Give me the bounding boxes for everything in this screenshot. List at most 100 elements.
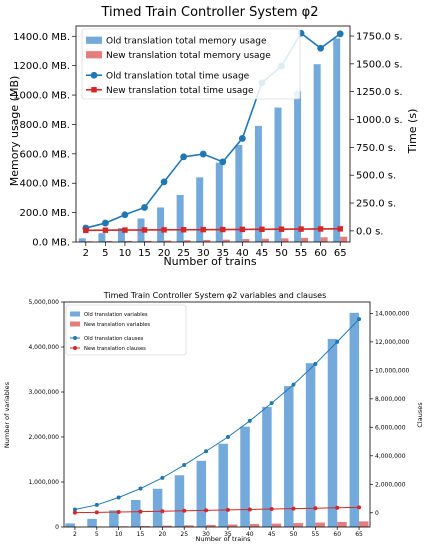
chart2-point-new bbox=[72, 510, 77, 515]
chart2-point-new bbox=[160, 509, 165, 514]
chart2-plot-frame bbox=[63, 301, 371, 528]
chart1-bar-new bbox=[183, 240, 191, 242]
chart1-point-new bbox=[337, 226, 343, 232]
chart2-point-new bbox=[116, 510, 121, 515]
chart2-point-new bbox=[247, 507, 252, 512]
chart1-y-axis-label: Memory usage (MB) bbox=[8, 76, 21, 187]
chart2-bar-new bbox=[271, 523, 282, 527]
chart1-y-tick-label: 0.0 MB. bbox=[32, 238, 70, 249]
chart2-bar-new bbox=[140, 526, 150, 527]
chart2-y2-tick-label: 4,000,000 bbox=[375, 453, 406, 460]
chart1-x-tick-label: 40 bbox=[236, 248, 249, 259]
memory-time-chart: Timed Train Controller System φ2 Number … bbox=[8, 5, 419, 268]
chart2-x-tick-label: 65 bbox=[355, 531, 363, 538]
chart1-x-tick-label: 30 bbox=[197, 248, 210, 259]
chart2-y-tick-label: 4,000,000 bbox=[28, 344, 59, 351]
chart2-line-old bbox=[74, 318, 360, 510]
chart1-plot-area: 2 5 10 15 20 25 30 35 40 45 50 55 60 650.0 MB.200.0 M… bbox=[13, 25, 403, 259]
chart1-x-tick-label: 50 bbox=[275, 248, 288, 259]
chart1-bar-old bbox=[196, 177, 204, 242]
chart1-y-tick-label: 1000.0 MB. bbox=[13, 91, 70, 102]
chart1-bar-new bbox=[340, 236, 348, 242]
chart1-y2-axis-label: Time (s) bbox=[406, 109, 419, 155]
chart1-x-tick-label: 35 bbox=[216, 248, 229, 259]
chart1-x-tick-label: 10 bbox=[119, 248, 132, 259]
chart2-point-new bbox=[313, 506, 318, 511]
chart1-point-old bbox=[101, 219, 109, 227]
chart2-point-old bbox=[291, 382, 296, 387]
chart2-point-new bbox=[204, 508, 209, 513]
chart1-bar-old bbox=[294, 91, 302, 242]
chart2-x-tick-label: 30 bbox=[202, 531, 210, 538]
chart1-point-new bbox=[83, 227, 89, 234]
chart1-legend-label: New translation total time usage bbox=[106, 86, 254, 96]
chart2-x-tick-label: 10 bbox=[115, 531, 123, 538]
chart1-y-tick-label: 400.0 MB. bbox=[20, 179, 70, 190]
chart1-bar-new bbox=[105, 241, 113, 242]
chart2-point-old bbox=[335, 339, 340, 344]
chart2-x-tick-label: 5 bbox=[95, 531, 99, 538]
chart2-bar-new bbox=[162, 525, 172, 527]
chart2-x-tick-label: 25 bbox=[180, 531, 188, 538]
chart1-x-tick-label: 2 bbox=[83, 248, 89, 259]
chart2-bar-old bbox=[196, 460, 207, 527]
chart2-bar-new bbox=[184, 525, 194, 527]
chart1-point-new bbox=[122, 227, 128, 233]
chart2-bar-old bbox=[305, 363, 316, 527]
chart2-point-new bbox=[357, 505, 362, 510]
chart2-x-tick-label: 45 bbox=[268, 531, 276, 538]
chart1-point-new bbox=[141, 227, 148, 233]
chart2-y2-tick-label: 2,000,000 bbox=[375, 481, 406, 488]
chart1-y2-tick-label: 1250.0 s. bbox=[356, 87, 403, 98]
chart2-x-tick-label: 2 bbox=[73, 531, 77, 538]
chart2-point-new bbox=[225, 507, 230, 512]
chart2-point-old bbox=[225, 435, 230, 439]
chart1-x-tick-label: 45 bbox=[256, 248, 269, 259]
chart1-x-tick-label: 15 bbox=[138, 248, 151, 259]
chart1-point-new bbox=[200, 226, 206, 233]
chart2-bar-old bbox=[240, 426, 250, 527]
chart2-bar-old bbox=[109, 510, 119, 527]
chart2-bar-old bbox=[87, 518, 97, 527]
chart2-y2-tick-label: 10,000,000 bbox=[375, 367, 410, 374]
chart2-point-old bbox=[357, 317, 362, 322]
chart1-bar-new bbox=[301, 237, 309, 242]
chart2-y2-tick-label: 12,000,000 bbox=[375, 339, 410, 346]
chart2-x-tick-label: 15 bbox=[137, 531, 145, 538]
chart1-line-new bbox=[85, 228, 341, 232]
chart2-bar-old bbox=[327, 338, 338, 527]
chart2-bar-old bbox=[284, 386, 294, 527]
chart2-point-old bbox=[72, 507, 77, 512]
chart1-bar-new bbox=[124, 240, 132, 242]
chart1-y2-tick-label: 1000.0 s. bbox=[356, 115, 403, 126]
chart2-y-tick-label: 3,000,000 bbox=[28, 389, 59, 396]
chart1-bar-new bbox=[203, 239, 211, 242]
chart1-point-new bbox=[102, 227, 109, 233]
chart2-legend-swatch bbox=[70, 321, 80, 327]
chart1-point-new bbox=[239, 226, 246, 233]
chart2-point-new bbox=[94, 510, 99, 515]
chart1-bar-old bbox=[313, 64, 321, 242]
chart2-plot-area: 2 5 10 15 20 25 30 35 40 45 50 55 60 6501,000,0002,00… bbox=[28, 299, 409, 538]
chart1-point-old bbox=[219, 158, 227, 166]
chart2-bar-new bbox=[227, 524, 238, 527]
chart2-x-tick-label: 20 bbox=[159, 531, 167, 538]
chart1-legend-label: Old translation total memory usage bbox=[106, 36, 267, 46]
chart1-bar-new bbox=[261, 238, 269, 242]
chart1-bar-old bbox=[117, 228, 125, 242]
chart2-point-old bbox=[182, 463, 187, 468]
chart1-y2-tick-label: 1750.0 s. bbox=[356, 32, 403, 43]
chart1-x-tick-label: 60 bbox=[314, 248, 327, 259]
chart2-x-axis-label: Number of trains bbox=[195, 535, 251, 543]
chart1-bar-new bbox=[320, 237, 328, 242]
chart1-point-new bbox=[317, 226, 324, 232]
chart1-bar-old bbox=[215, 162, 223, 242]
chart1-bar-new bbox=[144, 240, 152, 242]
chart1-y2-tick-label: 250.0 s. bbox=[356, 199, 396, 210]
chart1-y2-tick-label: 500.0 s. bbox=[356, 171, 396, 182]
chart2-y-tick-label: 2,000,000 bbox=[28, 434, 59, 441]
chart1-legend-swatch bbox=[86, 51, 102, 59]
chart2-legend-label: New translation variables bbox=[84, 322, 150, 328]
chart1-y-tick-label: 800.0 MB. bbox=[20, 120, 70, 131]
